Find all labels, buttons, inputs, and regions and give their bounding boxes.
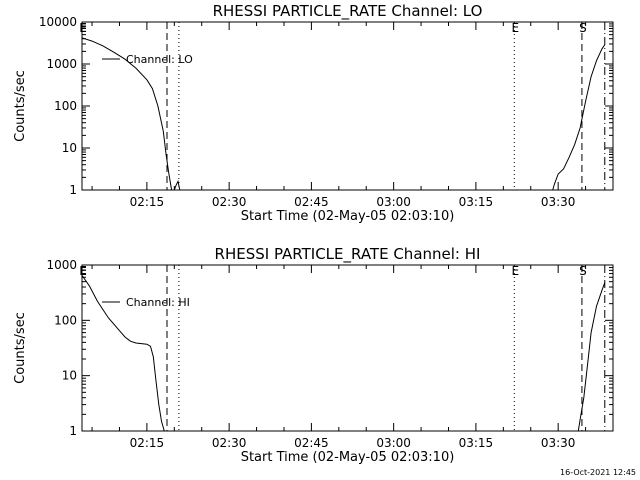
y-tick-label: 1000 <box>46 57 77 71</box>
y-tick-label: 100 <box>54 99 77 113</box>
y-tick-label: 1 <box>69 424 77 438</box>
x-tick-label: 02:45 <box>294 436 329 450</box>
series-line <box>577 282 606 432</box>
event-marker-label: E <box>79 264 87 278</box>
event-marker-label: E <box>511 21 519 35</box>
x-axis-label: Start Time (02-May-05 02:03:10) <box>241 209 455 224</box>
chart-title: RHESSI PARTICLE_RATE Channel: LO <box>213 2 483 21</box>
event-marker-label: S <box>579 21 587 35</box>
y-tick-label: 10000 <box>39 15 77 29</box>
x-tick-label: 03:15 <box>459 436 494 450</box>
event-marker-label: S <box>579 264 587 278</box>
series-line <box>173 179 181 191</box>
chart-title: RHESSI PARTICLE_RATE Channel: HI <box>215 245 481 264</box>
series-line <box>81 275 165 432</box>
x-tick-label: 03:15 <box>459 195 494 209</box>
x-axis-label: Start Time (02-May-05 02:03:10) <box>241 450 455 465</box>
x-tick-label: 03:30 <box>541 436 576 450</box>
chart-panel-2: RHESSI PARTICLE_RATE Channel: HI 02:15 02:… <box>13 245 614 465</box>
x-tick-label: 02:15 <box>130 436 165 450</box>
series-line <box>552 44 606 191</box>
x-tick-label: 02:15 <box>130 195 165 209</box>
x-tick-label: 03:00 <box>376 195 411 209</box>
x-tick-label: 02:30 <box>212 436 247 450</box>
y-tick-label: 100 <box>54 313 77 327</box>
y-tick-label: 10 <box>62 369 77 383</box>
x-tick-label: 03:30 <box>541 195 576 209</box>
event-marker-label: E <box>79 21 87 35</box>
timestamp: 16-Oct-2021 12:45 <box>560 468 636 477</box>
y-tick-label: 1000 <box>46 258 77 272</box>
x-tick-label: 02:30 <box>212 195 247 209</box>
series-line <box>81 37 173 191</box>
legend-label: Channel: HI <box>126 296 190 309</box>
y-tick-label: 1 <box>69 183 77 197</box>
x-tick-label: 03:00 <box>376 436 411 450</box>
y-tick-label: 10 <box>62 141 77 155</box>
y-axis-label: Counts/sec <box>13 312 28 384</box>
y-axis-label: Counts/sec <box>13 70 28 142</box>
x-tick-label: 02:45 <box>294 195 329 209</box>
chart-panel-1: RHESSI PARTICLE_RATE Channel: LO 02:15 02:… <box>13 2 614 224</box>
event-marker-label: E <box>511 264 519 278</box>
legend-label: Channel: LO <box>126 53 193 66</box>
